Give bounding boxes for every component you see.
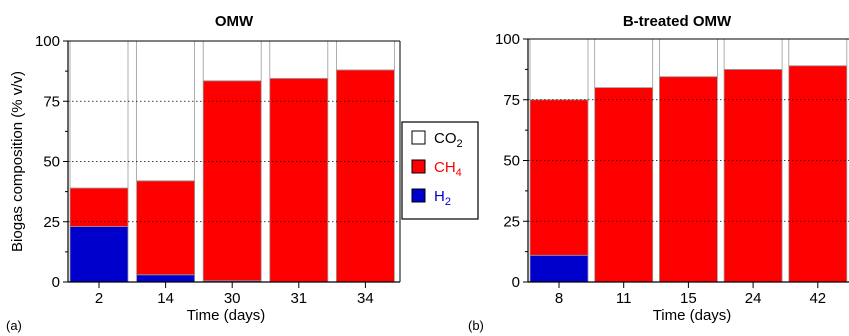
panel-b-x-tick-label-8: 8: [555, 290, 563, 307]
panel-a-y-tick-label-0: 0: [52, 274, 60, 291]
panel-b-bar-co2-day-11: [594, 38, 654, 88]
legend-swatch-ch4: [411, 159, 426, 174]
panel-a-x-tick-label-30: 30: [224, 290, 241, 307]
panel-a-bar-ch4-day-34: [335, 69, 395, 283]
legend-label-h2: H2: [434, 188, 451, 208]
panel-a-y-axis-label: Biogas composition (% v/v): [9, 71, 26, 252]
panel-a-bar-co2-day-14: [136, 40, 196, 182]
panel-b-y-tick-label-25: 25: [503, 213, 520, 230]
panel-b-y-tick-label-50: 50: [503, 153, 520, 170]
panel-b-y-tick-label-0: 0: [512, 274, 520, 291]
panel-b-y-tick-label-75: 75: [503, 92, 520, 109]
legend-label-ch4: CH4: [434, 159, 462, 179]
panel-b-bar-ch4-day-15: [659, 76, 718, 283]
panel-a-bar-co2-day-34: [335, 40, 395, 71]
panel-a-x-tick-label-34: 34: [357, 290, 374, 307]
panel-b-bar-ch4-day-42: [788, 65, 848, 283]
legend-label-co2: CO2: [434, 130, 463, 150]
panel-a-x-tick-label-2: 2: [95, 290, 103, 307]
panel-a-bar-ch4-day-14: [136, 180, 196, 276]
panel-b-title: B-treated OMW: [623, 13, 732, 30]
panel-b-x-tick-label-42: 42: [809, 290, 826, 307]
panel-a-label: (a): [6, 318, 22, 333]
legend-label-h2-subscript: 2: [445, 196, 451, 208]
legend-swatch-h2: [411, 188, 426, 203]
panel-a-bar-co2-day-30: [202, 40, 262, 82]
panel-b-x-tick-label-15: 15: [680, 290, 697, 307]
panel-a-bar-ch4-day-31: [269, 77, 329, 283]
panel-b-bar-co2-day-15: [659, 38, 718, 78]
panel-a-y-tick-label-100: 100: [35, 33, 60, 50]
panel-b-bar-co2-day-24: [723, 38, 783, 70]
panel-a-title: OMW: [215, 13, 254, 30]
panel-b-bar-ch4-day-24: [723, 68, 783, 283]
panel-a-bar-co2-day-31: [269, 40, 329, 79]
legend-label-h2-base: H: [434, 188, 445, 205]
panel-b-bar-ch4-day-11: [594, 87, 654, 283]
panel-a-y-tick-label-25: 25: [43, 214, 60, 231]
panel-a-x-tick-label-14: 14: [157, 290, 174, 307]
panel-b-bar-co2-day-8: [529, 38, 589, 101]
panel-a-y-tick-label-75: 75: [43, 93, 60, 110]
panel-a-y-tick-label-50: 50: [43, 154, 60, 171]
panel-b-x-tick-label-24: 24: [745, 290, 762, 307]
panel-a-bar-ch4-day-2: [69, 187, 129, 227]
panel-b-bar-co2-day-42: [788, 38, 848, 67]
panel-b-label: (b): [468, 318, 484, 333]
panel-b-bar-h2-day-8: [529, 254, 589, 283]
legend-label-ch4-base: CH: [434, 159, 456, 176]
legend-label-co2-base: CO: [434, 130, 457, 147]
panel-b-y-tick-label-100: 100: [495, 31, 520, 48]
legend-label-co2-subscript: 2: [457, 138, 463, 150]
legend-swatch-co2: [411, 130, 426, 145]
panel-b-x-tick-label-11: 11: [616, 290, 632, 307]
panel-a-x-axis-label: Time (days): [187, 307, 266, 324]
panel-a-bar-co2-day-2: [69, 40, 129, 189]
panel-a-bar-h2-day-14: [136, 274, 196, 283]
panel-a-x-tick-label-31: 31: [290, 290, 307, 307]
panel-b-x-axis-label: Time (days): [653, 307, 732, 324]
panel-a-bar-h2-day-2: [69, 226, 129, 283]
panel-b-bar-ch4-day-8: [529, 99, 589, 256]
panel-a-bar-ch4-day-30: [202, 80, 262, 282]
legend-label-ch4-subscript: 4: [456, 167, 462, 179]
